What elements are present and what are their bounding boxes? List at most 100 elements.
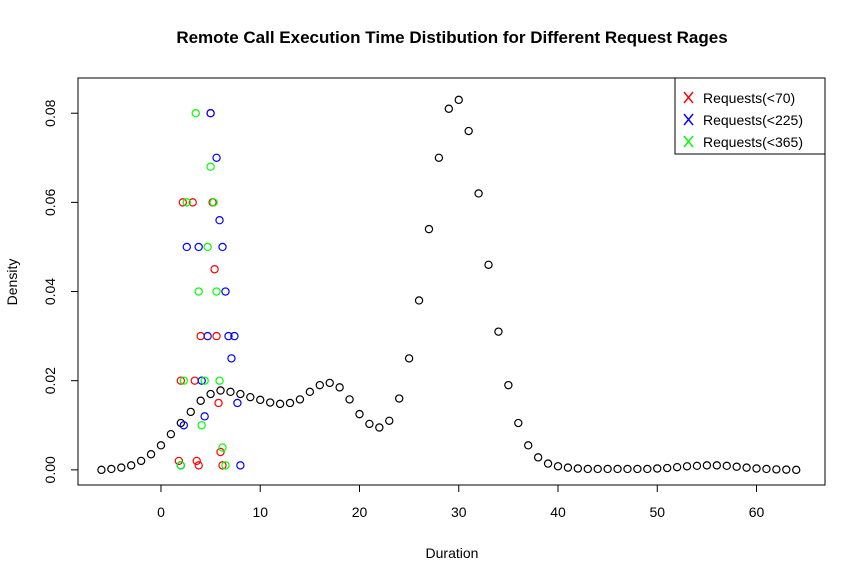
data-point	[218, 461, 227, 470]
y-tick-label: 0.06	[42, 189, 58, 216]
data-point	[178, 198, 188, 207]
data-point	[181, 20, 188, 27]
plot-marks	[97, 20, 801, 475]
y-tick-label: 0.02	[42, 367, 58, 394]
data-point	[192, 65, 199, 72]
data-point	[782, 465, 791, 474]
data-point	[603, 464, 612, 474]
data-point	[216, 447, 225, 457]
legend-label: Requests(<225)	[703, 112, 803, 128]
data-point	[212, 153, 221, 162]
data-point	[197, 421, 206, 430]
y-tick-label: 0.00	[42, 456, 58, 483]
data-point	[345, 395, 354, 404]
x-tick-label: 50	[649, 504, 665, 520]
data-point	[209, 198, 218, 207]
data-point	[702, 461, 712, 470]
data-point	[176, 376, 186, 385]
data-point	[216, 386, 225, 395]
legend-symbol	[683, 135, 694, 148]
data-point	[722, 461, 731, 471]
data-point	[315, 380, 324, 390]
x-axis-label: Duration	[426, 545, 479, 561]
data-point	[414, 296, 424, 305]
data-point	[226, 387, 235, 397]
data-point	[203, 242, 212, 252]
data-point	[792, 465, 801, 475]
data-point	[174, 456, 184, 466]
data-point	[732, 462, 741, 471]
chart-title: Remote Call Execution Time Distibution f…	[176, 28, 727, 47]
data-point	[494, 327, 503, 336]
data-point	[188, 198, 197, 207]
data-point	[221, 461, 230, 470]
data-point	[256, 395, 265, 405]
y-tick-label: 0.04	[42, 278, 58, 305]
data-point	[190, 376, 199, 385]
data-point	[117, 463, 126, 472]
data-point	[200, 376, 209, 385]
legend-box	[674, 77, 826, 155]
data-point	[210, 20, 217, 27]
data-point	[203, 331, 212, 341]
data-point	[206, 109, 215, 118]
data-point	[194, 242, 203, 252]
data-point	[464, 126, 473, 136]
data-point	[179, 421, 189, 430]
data-point	[355, 409, 364, 419]
data-point	[772, 465, 781, 474]
data-point	[504, 380, 513, 390]
data-point	[156, 441, 166, 450]
data-point	[394, 394, 404, 403]
data-point	[191, 109, 200, 118]
data-point	[199, 65, 206, 72]
data-point	[127, 461, 136, 470]
data-point	[365, 419, 374, 429]
data-point	[186, 65, 193, 72]
data-point	[187, 65, 194, 72]
data-point	[236, 461, 245, 470]
data-point	[484, 260, 493, 269]
x-tick-label: 0	[157, 504, 165, 520]
data-point	[218, 242, 227, 252]
data-point	[454, 95, 463, 105]
data-point	[533, 453, 543, 462]
data-point	[246, 392, 255, 402]
x-tick-label: 20	[352, 504, 368, 520]
legend-label: Requests(<70)	[703, 90, 795, 106]
data-point	[176, 461, 186, 470]
data-point	[192, 456, 201, 466]
data-point	[672, 462, 682, 472]
data-point	[236, 389, 245, 399]
x-tick-label: 30	[451, 504, 467, 520]
data-point	[197, 376, 206, 385]
data-point	[146, 450, 156, 459]
data-point	[623, 464, 632, 474]
data-point	[563, 463, 573, 472]
data-point	[424, 224, 434, 234]
data-point	[305, 387, 315, 397]
y-tick-label: 0.08	[42, 99, 58, 126]
data-point	[275, 399, 285, 409]
data-point	[474, 189, 483, 198]
data-point	[194, 461, 203, 470]
data-point	[215, 376, 224, 385]
data-point	[182, 198, 191, 207]
data-point	[404, 354, 414, 363]
legend-symbol	[683, 113, 694, 126]
data-point	[186, 407, 195, 417]
data-point	[543, 459, 553, 468]
data-point	[265, 398, 275, 407]
data-point	[444, 104, 454, 113]
data-point	[653, 464, 662, 473]
data-point	[682, 462, 692, 471]
data-point	[206, 162, 215, 171]
data-point	[230, 331, 239, 341]
x-tick-label: 60	[749, 504, 765, 520]
data-point	[633, 464, 642, 474]
data-point	[375, 423, 384, 432]
data-point	[179, 376, 189, 385]
data-point	[662, 463, 672, 473]
data-point	[514, 418, 523, 428]
data-point	[200, 412, 209, 421]
